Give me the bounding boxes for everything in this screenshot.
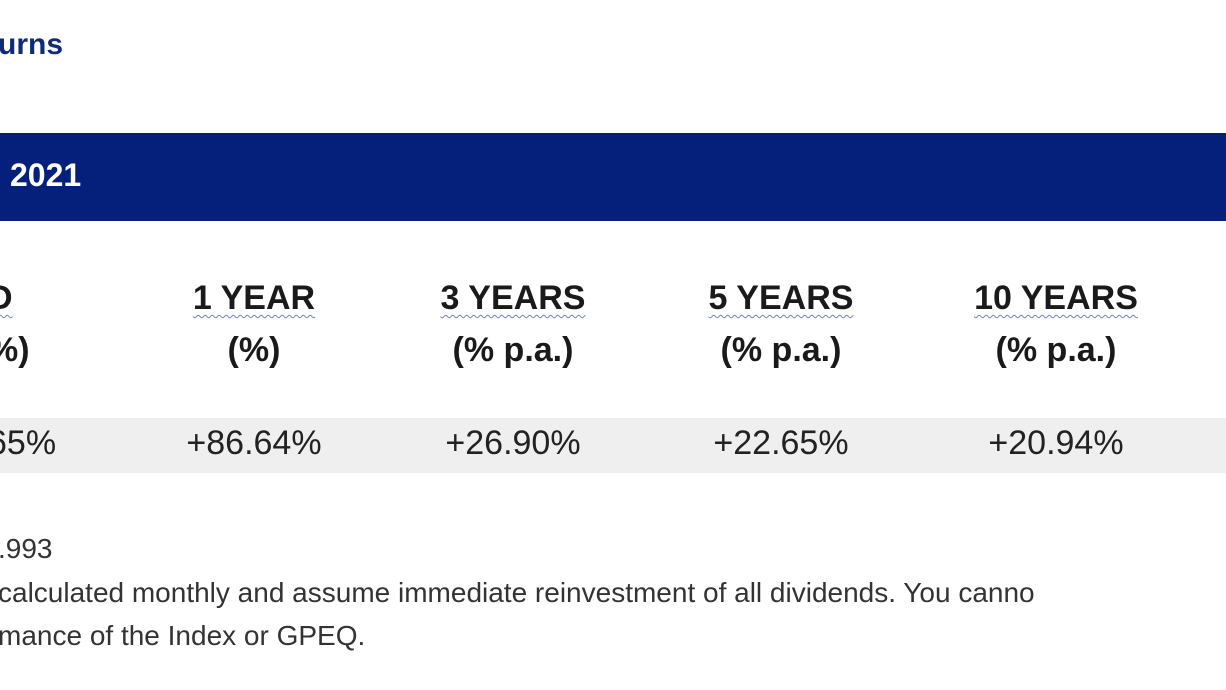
footnote-line-2: calculated monthly and assume immediate …	[0, 577, 1035, 608]
value-5-years: +22.65%	[713, 424, 849, 462]
values-row	[0, 418, 1226, 473]
column-unit: (%)	[227, 331, 281, 369]
footnote-line-3: mance of the Index or GPEQ.	[0, 620, 366, 651]
value-3-years: +26.90%	[445, 424, 581, 462]
column-heading: 5 YEARS	[708, 279, 854, 317]
value-ytd: 65%	[0, 424, 57, 462]
column-header-5-years: 5 YEARS (% p.a.)	[661, 272, 901, 376]
period-banner: 2021	[0, 133, 1226, 221]
column-unit: (% p.a.)	[452, 331, 574, 369]
footnote-line-1: .993	[0, 533, 53, 564]
column-header-10-years: 10 YEARS (% p.a.)	[936, 272, 1176, 376]
column-heading: 10 YEARS	[974, 279, 1138, 317]
column-header-3-years: 3 YEARS (% p.a.)	[393, 272, 633, 376]
column-unit: (% p.a.)	[995, 331, 1117, 369]
column-header-1-year: 1 YEAR (%)	[134, 272, 374, 376]
value-10-years: +20.94%	[988, 424, 1124, 462]
column-heading: D	[0, 279, 13, 317]
section-title: urns	[0, 28, 64, 61]
column-header-ytd: D %)	[0, 272, 228, 376]
column-heading: 1 YEAR	[192, 279, 316, 317]
value-1-year: +86.64%	[186, 424, 322, 462]
column-heading: 3 YEARS	[440, 279, 586, 317]
column-unit: %)	[0, 331, 30, 369]
banner-label: 2021	[10, 157, 82, 193]
column-unit: (% p.a.)	[720, 331, 842, 369]
